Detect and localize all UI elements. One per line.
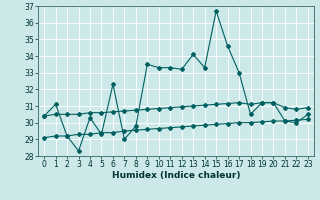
X-axis label: Humidex (Indice chaleur): Humidex (Indice chaleur)	[112, 171, 240, 180]
